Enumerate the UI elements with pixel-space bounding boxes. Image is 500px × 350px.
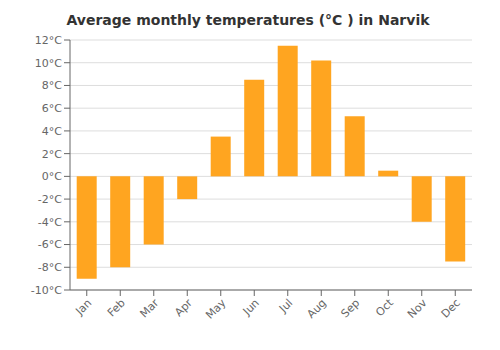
svg-text:Jun: Jun xyxy=(240,296,262,318)
svg-text:8°C: 8°C xyxy=(42,79,62,92)
html-text:Average monthly temperatures (: Average monthly temperatures (°C ) in Na… xyxy=(66,12,430,28)
svg-text:6°C: 6°C xyxy=(42,102,62,115)
svg-text:Mar: Mar xyxy=(138,296,162,320)
svg-text:-6°C: -6°C xyxy=(38,238,62,251)
svg-text:Sep: Sep xyxy=(339,296,363,320)
svg-text:Jul: Jul xyxy=(276,296,295,315)
svg-text:May: May xyxy=(203,296,229,322)
svg-text:Oct: Oct xyxy=(373,296,396,319)
svg-text:Aug: Aug xyxy=(305,296,329,320)
svg-text:Jan: Jan xyxy=(72,296,94,318)
svg-text:-4°C: -4°C xyxy=(38,216,62,229)
svg-text:-10°C: -10°C xyxy=(31,284,62,297)
svg-text:-8°C: -8°C xyxy=(38,261,62,274)
svg-text:Nov: Nov xyxy=(405,296,430,321)
svg-text:-2°C: -2°C xyxy=(38,193,62,206)
svg-text:2°C: 2°C xyxy=(42,148,62,161)
svg-text:0°C: 0°C xyxy=(42,170,62,183)
svg-text:Apr: Apr xyxy=(172,296,195,319)
svg-text:4°C: 4°C xyxy=(42,125,62,138)
svg-text:Dec: Dec xyxy=(439,296,463,320)
svg-text:Feb: Feb xyxy=(105,296,128,319)
svg-text:10°C: 10°C xyxy=(35,57,62,70)
svg-text:12°C: 12°C xyxy=(35,34,62,47)
